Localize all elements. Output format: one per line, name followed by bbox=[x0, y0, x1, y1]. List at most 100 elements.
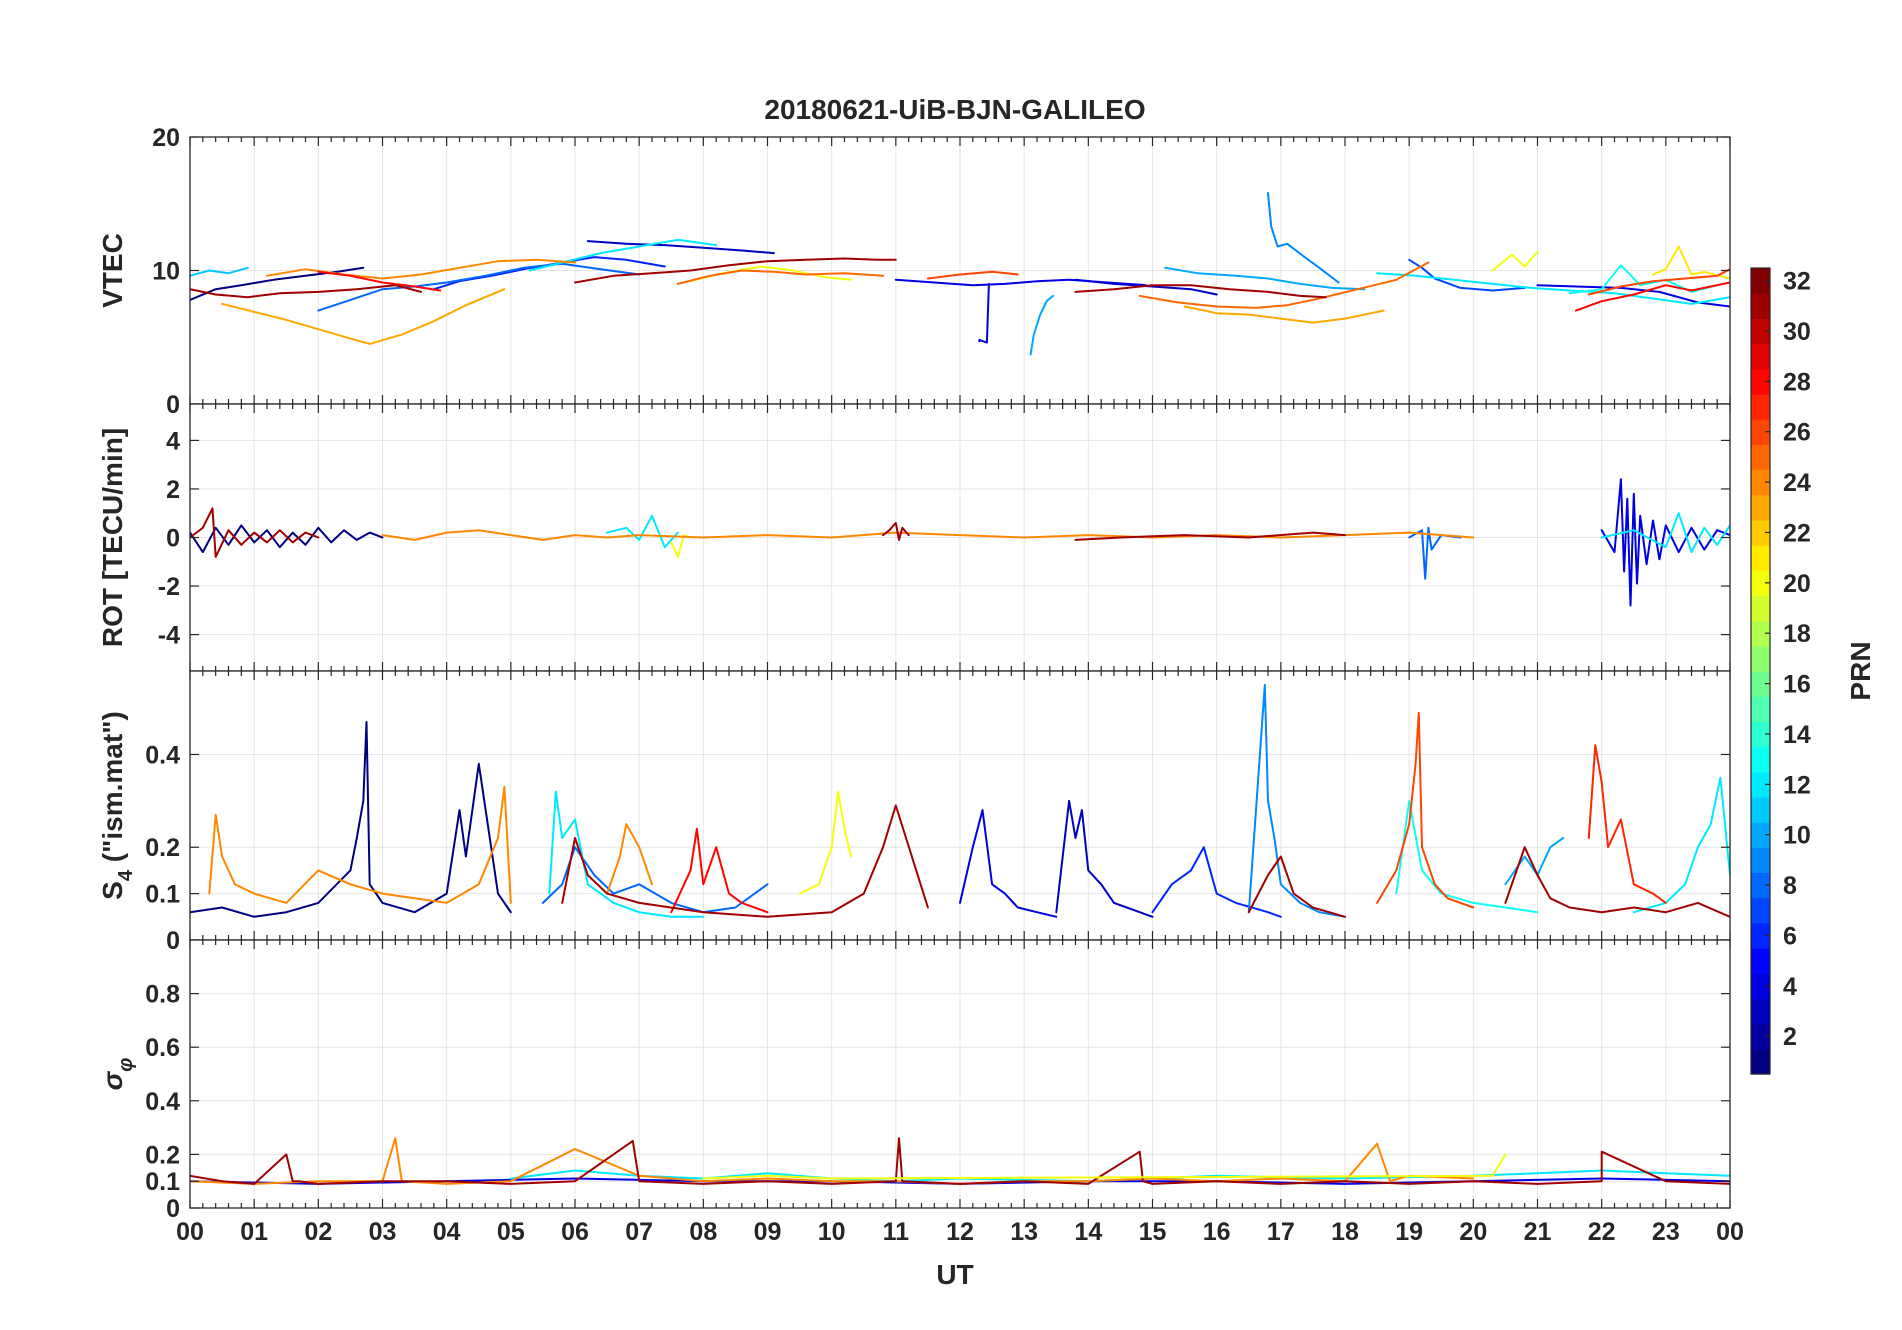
colorbar-tick-label: 20 bbox=[1783, 570, 1811, 598]
y-tick-label: -4 bbox=[158, 622, 180, 650]
y-tick-label: 4 bbox=[166, 427, 180, 455]
series-line-prn-31 bbox=[561, 804, 929, 918]
colorbar-tick-label: 30 bbox=[1783, 318, 1811, 346]
x-tick-label: 04 bbox=[433, 1218, 461, 1246]
x-tick-label: 09 bbox=[754, 1218, 782, 1246]
series-line-prn-31 bbox=[574, 257, 897, 284]
colorbar-segment bbox=[1751, 444, 1770, 471]
y-tick-label: 2 bbox=[166, 476, 180, 504]
colorbar-segment bbox=[1751, 620, 1770, 647]
series-line-prn-10 bbox=[1029, 294, 1054, 356]
colorbar-segment bbox=[1751, 771, 1770, 798]
colorbar-segment bbox=[1751, 847, 1770, 874]
x-tick-label: 11 bbox=[883, 1218, 910, 1246]
colorbar-segment bbox=[1751, 268, 1770, 294]
colorbar-segment bbox=[1751, 469, 1770, 496]
x-tick-label: 06 bbox=[561, 1218, 589, 1246]
x-tick-label: 20 bbox=[1459, 1218, 1487, 1246]
colorbar-segment bbox=[1751, 595, 1770, 622]
series-line-prn-28 bbox=[1575, 281, 1730, 312]
x-tick-label: 18 bbox=[1331, 1218, 1359, 1246]
series-line-prn-20 bbox=[798, 790, 852, 895]
series-line-prn-21 bbox=[1652, 245, 1730, 280]
x-tick-label: 21 bbox=[1524, 1218, 1552, 1246]
y-tick-label: 0 bbox=[166, 525, 180, 553]
colorbar-segment bbox=[1751, 948, 1770, 974]
colorbar-segment bbox=[1751, 822, 1770, 848]
series-line-prn-31 bbox=[882, 521, 910, 541]
colorbar-segment bbox=[1751, 519, 1770, 546]
panel-1: 0 10 20 VTEC bbox=[97, 124, 1731, 419]
series-group bbox=[190, 1137, 1730, 1185]
series-line-prn-31 bbox=[190, 284, 422, 299]
series-line-prn-12 bbox=[548, 790, 705, 918]
panel-3: 0 0.1 0.2 0.4 S4 ("ism.mat") bbox=[97, 670, 1731, 955]
colorbar-tick-label: 26 bbox=[1783, 419, 1811, 447]
series-line-prn-4 bbox=[978, 282, 990, 344]
series-line-prn-24 bbox=[606, 823, 653, 895]
series-line-prn-4 bbox=[1600, 478, 1730, 607]
series-line-prn-13 bbox=[1568, 264, 1719, 295]
x-tick-label: 12 bbox=[946, 1218, 974, 1246]
series-line-prn-26 bbox=[926, 270, 1019, 280]
colorbar-segment bbox=[1751, 746, 1770, 773]
colorbar-segment bbox=[1751, 796, 1770, 823]
colorbar-segment bbox=[1751, 671, 1770, 697]
y-tick-label: 20 bbox=[152, 124, 180, 152]
panel-4: 00.10.2 0.4 0.6 0.8 σφ bbox=[97, 939, 1731, 1223]
series-line-prn-11 bbox=[190, 266, 249, 277]
series-line-prn-3 bbox=[586, 240, 775, 255]
colorbar-tick-label: 32 bbox=[1783, 268, 1811, 296]
series-line-prn-12 bbox=[509, 1169, 1730, 1183]
colorbar-tick-label: 16 bbox=[1783, 671, 1811, 699]
colorbar-segment bbox=[1751, 545, 1770, 571]
x-tick-label: 08 bbox=[689, 1218, 717, 1246]
y-tick-label: 0.2 bbox=[145, 834, 180, 862]
series-line-prn-24 bbox=[208, 785, 512, 904]
x-tick-label: 02 bbox=[304, 1218, 332, 1246]
y-tick-label: 0 bbox=[166, 927, 180, 955]
colorbar-segment bbox=[1751, 318, 1770, 345]
colorbar-tick-label: 4 bbox=[1783, 973, 1797, 1001]
series-line-prn-31 bbox=[1074, 531, 1346, 541]
x-axis-label: UT bbox=[936, 1259, 973, 1290]
colorbar-tick-label: 12 bbox=[1783, 771, 1811, 799]
series-line-prn-25 bbox=[1138, 261, 1430, 309]
series-line-prn-6 bbox=[1151, 846, 1282, 918]
series-line-prn-28 bbox=[670, 827, 769, 914]
series-line-prn-31 bbox=[1504, 846, 1730, 918]
colorbar-segment bbox=[1751, 973, 1770, 1000]
y-axis-label: ROT [TECU/min] bbox=[97, 428, 128, 647]
x-tick-label: 19 bbox=[1395, 1218, 1423, 1246]
y-tick-label: 0 bbox=[166, 1195, 180, 1223]
series-line-prn-20 bbox=[702, 1153, 1507, 1180]
colorbar-segment bbox=[1751, 872, 1770, 899]
y-axis-label: S4 ("ism.mat") bbox=[97, 711, 137, 900]
y-tick-label: 0.2 bbox=[145, 1141, 180, 1169]
y-tick-label: 0.1 bbox=[145, 881, 180, 909]
colorbar-segment bbox=[1751, 393, 1770, 420]
series-group bbox=[190, 478, 1730, 607]
y-tick-label: 10 bbox=[152, 258, 180, 286]
series-line-prn-31 bbox=[1074, 284, 1327, 299]
x-tick-label: 10 bbox=[818, 1218, 846, 1246]
series-line-prn-31 bbox=[1247, 855, 1346, 918]
series-line-prn-20 bbox=[1491, 250, 1539, 272]
colorbar-segment bbox=[1751, 1048, 1770, 1075]
series-line-prn-3 bbox=[1055, 799, 1154, 918]
series-group bbox=[190, 683, 1730, 918]
y-tick-label: 0.4 bbox=[145, 741, 180, 769]
x-tick-label: 17 bbox=[1267, 1218, 1295, 1246]
x-tick-label: 13 bbox=[1010, 1218, 1038, 1246]
series-line-prn-26 bbox=[1587, 268, 1730, 296]
x-tick-label: 23 bbox=[1652, 1218, 1680, 1246]
colorbar-segment bbox=[1751, 570, 1770, 597]
colorbar-segment bbox=[1751, 696, 1770, 722]
colorbar-segment bbox=[1751, 998, 1770, 1025]
colorbar-segment bbox=[1751, 922, 1770, 949]
y-tick-label: 0.6 bbox=[145, 1034, 180, 1062]
colorbar-tick-label: 6 bbox=[1783, 922, 1797, 950]
